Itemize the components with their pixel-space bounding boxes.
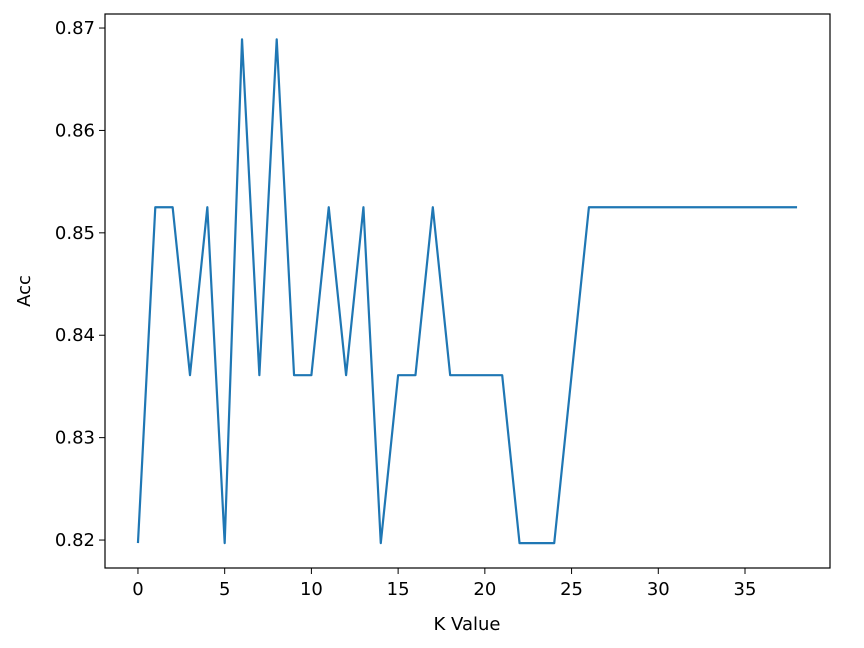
x-tick-label: 25 (560, 579, 583, 600)
x-tick-label: 20 (473, 579, 496, 600)
x-tick-label: 15 (387, 579, 410, 600)
plot-frame (104, 13, 831, 569)
x-axis-label: K Value (434, 614, 501, 635)
x-tick-label: 0 (132, 579, 143, 600)
y-tick-label: 0.84 (55, 325, 95, 346)
y-tick-label: 0.85 (55, 223, 95, 244)
y-axis-label: Acc (14, 275, 35, 307)
y-tick-label: 0.87 (55, 18, 95, 39)
x-tick-label: 35 (734, 579, 757, 600)
x-tick-label: 30 (647, 579, 670, 600)
y-tick-label: 0.82 (55, 530, 95, 551)
y-tick-label: 0.86 (55, 120, 95, 141)
y-tick-label: 0.83 (55, 428, 95, 449)
data-line (136, 38, 798, 545)
x-tick-label: 10 (300, 579, 323, 600)
x-tick-label: 5 (219, 579, 230, 600)
